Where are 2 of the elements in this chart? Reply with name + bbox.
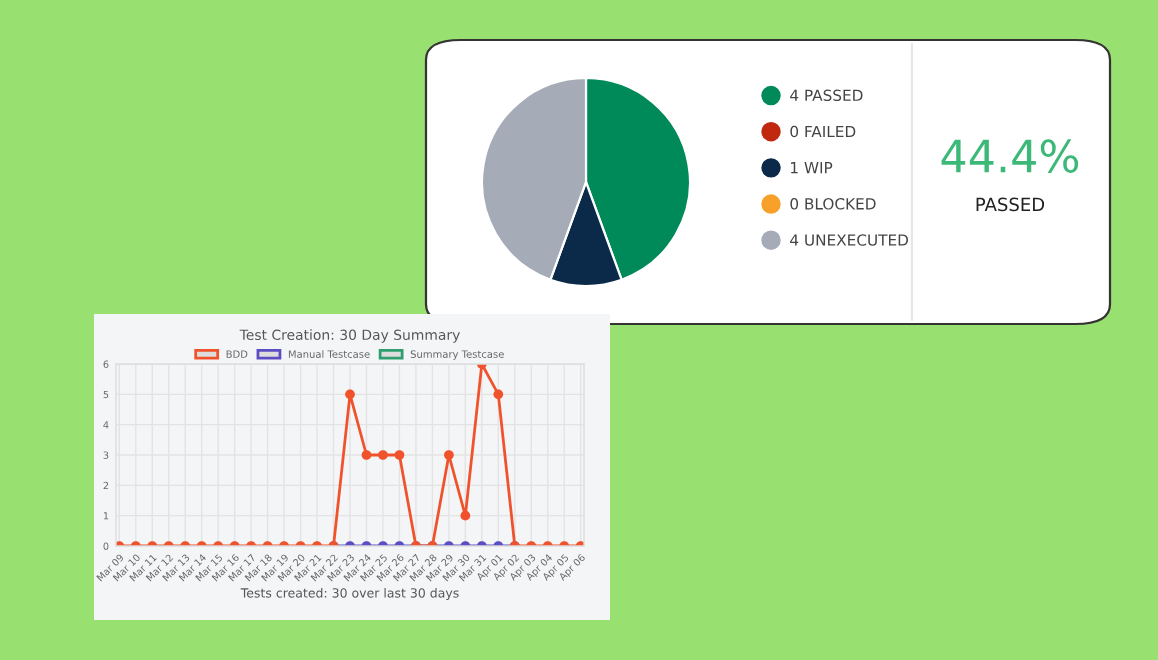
text: PASSED bbox=[976, 197, 1045, 212]
text: 44.4% bbox=[941, 139, 1079, 173]
